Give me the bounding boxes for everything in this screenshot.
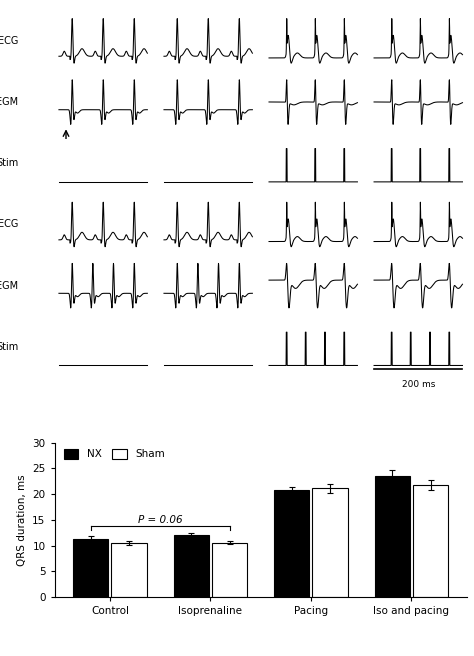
Bar	[274, 490, 310, 597]
Y-axis label: Stim: Stim	[0, 158, 18, 169]
Bar	[212, 543, 247, 597]
Bar	[312, 489, 347, 597]
Bar	[111, 543, 146, 597]
Bar	[375, 476, 410, 597]
Y-axis label: EGM: EGM	[0, 281, 18, 291]
Bar	[73, 539, 109, 597]
Y-axis label: ECG: ECG	[0, 220, 18, 230]
Bar	[413, 485, 448, 597]
Legend: NX, Sham: NX, Sham	[60, 445, 169, 464]
Bar	[174, 535, 209, 597]
Text: P = 0.06: P = 0.06	[138, 515, 182, 525]
Y-axis label: Stim: Stim	[0, 342, 18, 352]
Y-axis label: ECG: ECG	[0, 36, 18, 46]
Text: 200 ms: 200 ms	[401, 380, 435, 389]
Y-axis label: QRS duration, ms: QRS duration, ms	[17, 474, 27, 565]
Y-axis label: EGM: EGM	[0, 97, 18, 107]
